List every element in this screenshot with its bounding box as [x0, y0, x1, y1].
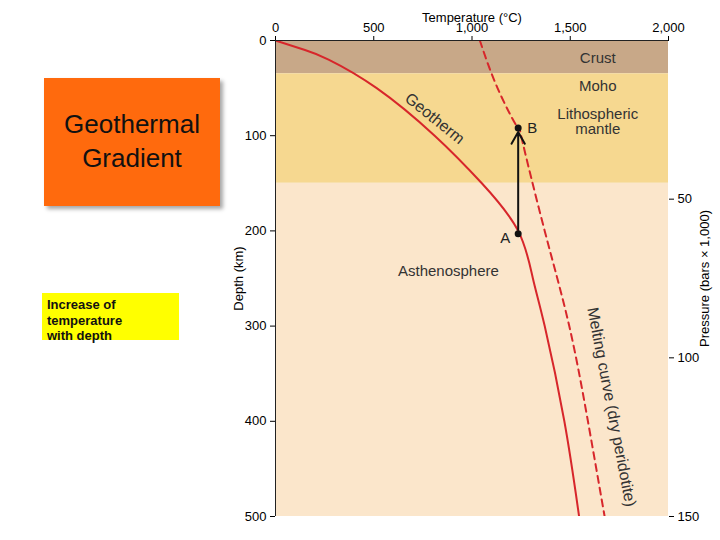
- svg-text:Pressure (bars × 1,000): Pressure (bars × 1,000): [697, 210, 712, 347]
- svg-text:A: A: [500, 229, 510, 246]
- svg-text:Lithosphericmantle: Lithosphericmantle: [557, 105, 638, 138]
- svg-text:1,000: 1,000: [455, 19, 489, 35]
- svg-text:Melting curve (dry peridotite): Melting curve (dry peridotite): [584, 306, 639, 508]
- svg-text:Temperature (°C): Temperature (°C): [422, 10, 522, 25]
- svg-text:Asthenosphere: Asthenosphere: [398, 262, 499, 279]
- svg-text:0: 0: [272, 20, 279, 35]
- svg-text:150: 150: [678, 509, 700, 524]
- svg-text:Moho: Moho: [579, 77, 617, 94]
- svg-text:1,500: 1,500: [554, 20, 587, 35]
- svg-text:300: 300: [245, 318, 267, 333]
- svg-text:100: 100: [678, 350, 700, 365]
- svg-text:Geotherm: Geotherm: [402, 89, 468, 147]
- svg-text:Depth (km): Depth (km): [231, 246, 246, 310]
- svg-text:100: 100: [245, 128, 267, 143]
- svg-text:200: 200: [245, 223, 267, 238]
- svg-text:500: 500: [363, 20, 385, 35]
- svg-text:400: 400: [245, 413, 267, 428]
- svg-text:2,000: 2,000: [652, 20, 685, 35]
- svg-text:B: B: [527, 119, 537, 136]
- html-text:Geothermal Gradient: Geothermal Gradient: [64, 109, 200, 173]
- html-text:Increase of temperature with d: Increase of temperature with depth: [47, 297, 123, 344]
- svg-text:500: 500: [245, 509, 267, 524]
- svg-text:0: 0: [259, 33, 266, 48]
- svg-text:50: 50: [678, 191, 692, 206]
- svg-text:Crust: Crust: [580, 49, 617, 66]
